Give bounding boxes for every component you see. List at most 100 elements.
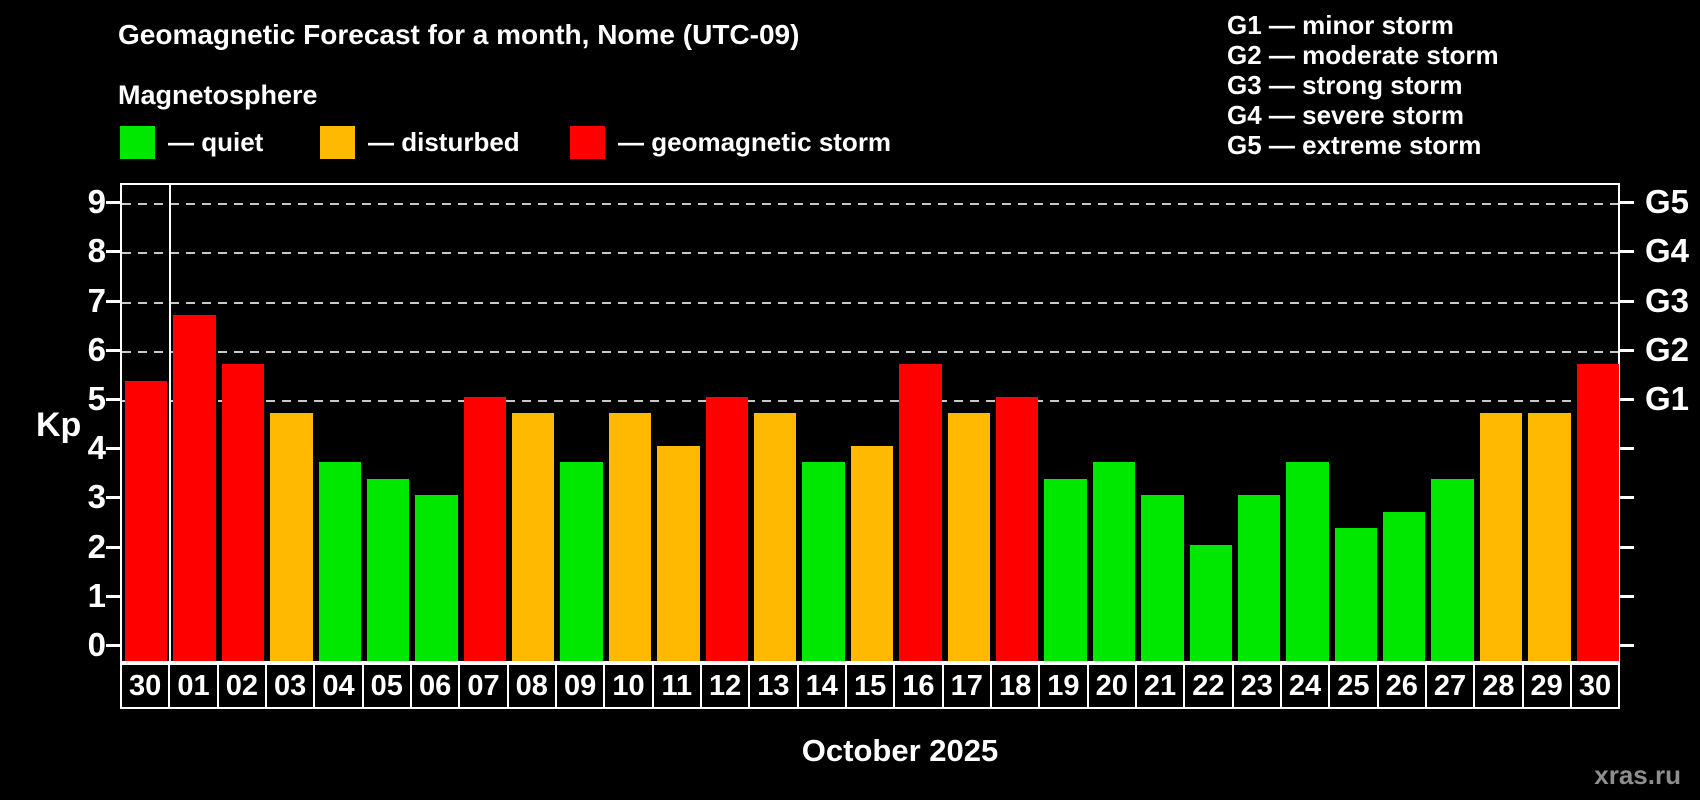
- kp-bar-day-19: [1044, 479, 1087, 661]
- day-label-4-04: 04: [315, 665, 364, 707]
- day-label-11-11: 11: [654, 665, 702, 707]
- kp-tick-label-9: 9: [87, 183, 106, 221]
- kp-bar-day-20: [1092, 462, 1136, 661]
- storm-swatch-icon: [570, 125, 605, 159]
- legend-label-storm: — geomagnetic storm: [618, 126, 892, 157]
- day-label-12-12: 12: [702, 665, 751, 707]
- g-axis-label-G4: G4: [1645, 232, 1690, 270]
- kp-tick-mark-2: [106, 545, 120, 549]
- kp-tick-label-8: 8: [87, 232, 106, 270]
- kp-bar-day-24: [1286, 462, 1329, 661]
- legend-item-disturbed: — disturbed: [320, 124, 520, 160]
- plot-area: [120, 183, 1620, 663]
- g-legend-line-5: G5 — extreme storm: [1227, 130, 1482, 160]
- source-watermark: xras.ru: [1594, 760, 1681, 790]
- kp-bar-day-12: [705, 397, 749, 661]
- g-tick-mark-4: [1620, 447, 1634, 451]
- kp-bar-day-04: [318, 462, 361, 661]
- kp-bar-day-18: [995, 397, 1039, 661]
- kp-bar-day-13: [754, 413, 797, 661]
- disturbed-swatch-icon: [320, 125, 355, 159]
- kp-tick-mark-4: [106, 447, 120, 451]
- g-axis-label-G1: G1: [1645, 380, 1690, 417]
- kp-bar-day-28: [1479, 413, 1523, 661]
- month-label: October 2025: [801, 733, 999, 768]
- day-label-28-28: 28: [1475, 665, 1524, 707]
- kp-bar-day-22: [1189, 544, 1232, 661]
- kp-tick-label-4: 4: [87, 429, 106, 467]
- magnetosphere-legend: — quiet — disturbed — geomagnetic storm: [0, 124, 1700, 160]
- kp-bar-day-23: [1237, 495, 1281, 661]
- day-label-6-06: 06: [412, 665, 461, 707]
- day-label-17-17: 17: [944, 665, 992, 707]
- day-label-20-20: 20: [1089, 665, 1137, 707]
- kp-bar-day-09: [560, 462, 603, 661]
- g-tick-mark-7: [1620, 299, 1634, 303]
- g-axis-label-G5: G5: [1645, 183, 1690, 221]
- kp-tick-label-6: 6: [87, 330, 106, 368]
- g-tick-mark-5: [1620, 398, 1634, 401]
- chart-title: Geomagnetic Forecast for a month, Nome (…: [118, 19, 800, 50]
- kp-tick-mark-8: [106, 250, 120, 254]
- kp-bar-day-15: [850, 446, 894, 661]
- day-label-5-05: 05: [364, 665, 412, 707]
- kp-tick-mark-5: [106, 398, 120, 401]
- day-label-15-15: 15: [847, 665, 896, 707]
- kp-tick-mark-7: [106, 299, 120, 303]
- kp-bar-day-17: [947, 413, 990, 661]
- kp-tick-mark-1: [106, 594, 120, 598]
- kp-axis-label: Kp: [36, 406, 82, 444]
- kp-bar-day-30: [1576, 364, 1619, 661]
- g-legend-line-2: G2 — moderate storm: [1227, 40, 1499, 70]
- gridline-kp-7: [122, 301, 1618, 304]
- gridline-kp-6: [122, 350, 1618, 353]
- day-label-3-03: 03: [267, 665, 316, 707]
- day-label-1-01: 01: [170, 665, 219, 707]
- day-label-19-19: 19: [1040, 665, 1089, 707]
- day-label-21-21: 21: [1137, 665, 1186, 707]
- g-tick-mark-2: [1620, 545, 1634, 549]
- kp-tick-label-0: 0: [87, 626, 106, 663]
- day-label-30-30: 30: [1578, 669, 1612, 702]
- day-label-10-10: 10: [605, 665, 654, 707]
- day-label-24-24: 24: [1282, 665, 1331, 707]
- g-legend-line-1: G1 — minor storm: [1227, 10, 1454, 40]
- kp-tick-label-3: 3: [87, 478, 106, 516]
- chart-subtitle: Magnetosphere: [118, 80, 318, 110]
- kp-bar-day-06: [415, 495, 458, 661]
- kp-bar-day-21: [1141, 495, 1184, 661]
- kp-bar-day-11: [657, 446, 700, 661]
- legend-label-disturbed: — disturbed: [368, 126, 520, 157]
- kp-tick-label-2: 2: [87, 527, 106, 565]
- kp-bar-day-16: [899, 364, 942, 661]
- day-label-16-16: 16: [895, 665, 944, 707]
- g-tick-mark-6: [1620, 348, 1634, 352]
- day-label-7-07: 07: [460, 665, 509, 707]
- g-axis-label-G3: G3: [1645, 281, 1690, 319]
- legend-label-quiet: — quiet: [168, 126, 264, 157]
- g-tick-mark-1: [1620, 594, 1634, 598]
- kp-tick-mark-9: [106, 201, 120, 205]
- kp-tick-label-1: 1: [87, 576, 106, 614]
- kp-bar-day-03: [270, 413, 313, 661]
- gridline-kp-5: [122, 400, 1618, 402]
- g-tick-mark-0: [1620, 644, 1634, 647]
- day-label-8-08: 08: [509, 665, 557, 707]
- day-label-29-29: 29: [1524, 665, 1572, 707]
- gridline-kp-9: [122, 203, 1618, 206]
- g-axis-label-G2: G2: [1645, 330, 1690, 368]
- g-legend-line-3: G3 — strong storm: [1227, 70, 1463, 100]
- g-legend-line-4: G4 — severe storm: [1227, 100, 1465, 130]
- quiet-swatch-icon: [120, 125, 155, 159]
- kp-tick-mark-6: [106, 348, 120, 352]
- kp-bar-day-07: [463, 397, 507, 661]
- kp-bar-day-14: [802, 462, 845, 661]
- day-label-14-14: 14: [799, 665, 847, 707]
- kp-bar-day-27: [1431, 479, 1474, 661]
- kp-tick-mark-3: [106, 496, 120, 500]
- day-label-18-18: 18: [992, 665, 1041, 707]
- legend-item-storm: — geomagnetic storm: [570, 124, 891, 160]
- kp-bar-day-25: [1334, 528, 1378, 661]
- kp-bar-day-01: [173, 314, 216, 661]
